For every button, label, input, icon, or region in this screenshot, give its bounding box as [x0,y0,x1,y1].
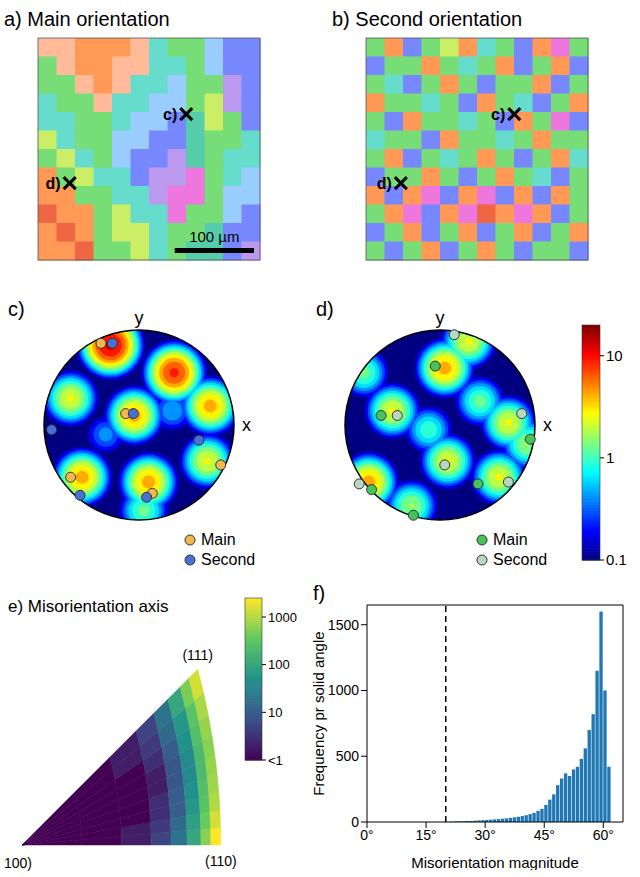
svg-text:1000: 1000 [268,610,297,625]
html-text:f): f) [313,582,326,604]
svg-text:45°: 45° [534,827,555,843]
svg-text:Main: Main [201,531,236,548]
svg-text:x: x [543,415,552,435]
svg-text:500: 500 [336,748,360,764]
svg-text:15°: 15° [415,827,436,843]
svg-text:1500: 1500 [328,617,359,633]
svg-text:0°: 0° [360,827,373,843]
svg-text:1000: 1000 [328,682,359,698]
svg-text:0: 0 [351,814,359,830]
svg-text:Second: Second [493,551,547,568]
svg-text:1: 1 [606,449,614,466]
svg-text:(110): (110) [205,853,237,869]
svg-text:d): d) [316,298,334,320]
svg-text:y: y [436,308,445,328]
svg-text:0.1: 0.1 [606,551,627,568]
svg-text:c): c) [491,106,505,123]
svg-text:c): c) [8,298,25,320]
svg-text:e) Misorientation axis: e) Misorientation axis [8,597,169,616]
svg-text:100): 100) [4,855,32,871]
svg-text:d): d) [46,175,61,192]
svg-text:Frequency pr solid angle: Frequency pr solid angle [310,631,327,795]
svg-text:y: y [135,308,144,328]
svg-text:100 µm: 100 µm [189,228,239,245]
svg-text:Main: Main [493,531,528,548]
svg-text:60°: 60° [593,827,614,843]
svg-text:100: 100 [268,657,290,672]
svg-text:<1: <1 [268,753,283,768]
svg-text:a) Main orientation: a) Main orientation [4,8,170,30]
svg-text:x: x [242,415,251,435]
svg-text:10: 10 [606,347,623,364]
svg-text:Misorientation magnitude: Misorientation magnitude [411,854,579,870]
svg-text:d): d) [377,175,392,192]
svg-text:Second: Second [201,551,255,568]
svg-text:10: 10 [268,705,282,720]
svg-text:30°: 30° [475,827,496,843]
svg-text:(111): (111) [182,647,213,663]
svg-text:c): c) [163,106,177,123]
svg-text:b) Second orientation: b) Second orientation [332,8,522,30]
